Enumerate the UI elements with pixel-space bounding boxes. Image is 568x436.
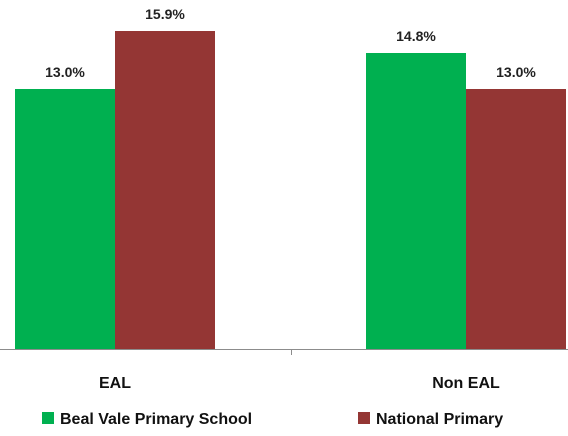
legend-item-school: Beal Vale Primary School bbox=[42, 411, 252, 428]
data-label: 14.8% bbox=[396, 28, 436, 44]
bars-group bbox=[15, 31, 566, 349]
category-labels-group: EAL Non EAL bbox=[99, 375, 500, 392]
bar-national-non-eal bbox=[466, 89, 566, 349]
data-label: 15.9% bbox=[145, 6, 185, 22]
value-labels-group: 13.0% 15.9% 14.8% 13.0% bbox=[45, 6, 536, 80]
legend: Beal Vale Primary School National Primary bbox=[42, 411, 503, 428]
data-label: 13.0% bbox=[45, 64, 85, 80]
bar-school-non-eal bbox=[366, 53, 466, 349]
category-label: Non EAL bbox=[432, 375, 500, 392]
legend-label: Beal Vale Primary School bbox=[60, 411, 252, 428]
legend-swatch bbox=[358, 412, 370, 424]
category-label: EAL bbox=[99, 375, 131, 392]
legend-label: National Primary bbox=[376, 411, 503, 428]
bar-national-eal bbox=[115, 31, 215, 349]
data-label: 13.0% bbox=[496, 64, 536, 80]
bar-school-eal bbox=[15, 89, 115, 349]
legend-swatch bbox=[42, 412, 54, 424]
legend-item-national: National Primary bbox=[358, 411, 503, 428]
